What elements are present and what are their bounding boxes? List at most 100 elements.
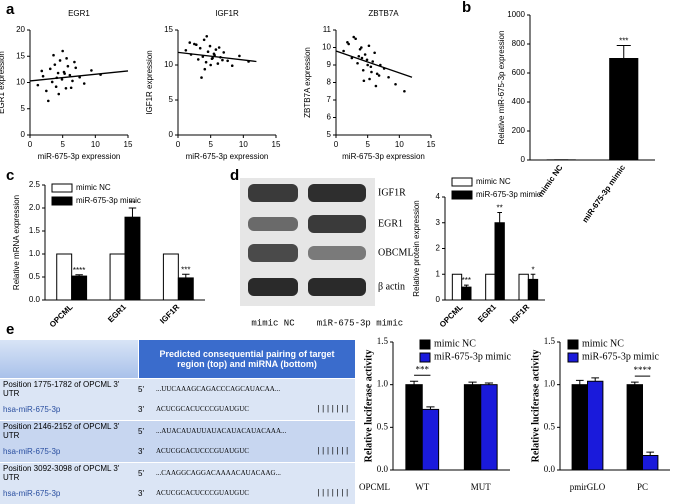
point xyxy=(208,44,212,48)
y-tick-label: 2.0 xyxy=(29,203,41,212)
y-tick-label: 7 xyxy=(327,95,332,104)
point xyxy=(41,74,45,78)
sequence: ACUCGCACUCCCGUAUGUC xyxy=(156,489,249,497)
point xyxy=(367,44,371,48)
error-bar xyxy=(646,451,655,456)
y-axis-label: EGR1 expression xyxy=(0,51,6,114)
legend-swatch xyxy=(419,352,431,363)
x-tick-label: 10 xyxy=(395,140,404,149)
y-tick-label: 1000 xyxy=(507,10,525,19)
point xyxy=(53,63,57,66)
point xyxy=(362,79,366,83)
pairing: ||||||| xyxy=(316,488,350,498)
x-tick-label: 5 xyxy=(365,140,370,149)
point xyxy=(366,63,369,67)
point xyxy=(403,89,406,93)
band xyxy=(248,278,298,296)
point xyxy=(74,66,78,70)
point xyxy=(374,84,378,88)
x-tick-label: PC xyxy=(637,482,648,492)
error-bar xyxy=(409,380,419,385)
x-tick-label: 5 xyxy=(208,140,213,149)
point xyxy=(368,77,371,81)
annotation: ** xyxy=(129,199,135,208)
legend-label: miR-675-3p mimic xyxy=(434,351,512,362)
legend-label: miR-675-3p mimic xyxy=(476,190,541,199)
bar xyxy=(494,222,505,301)
x-tick-label: OPCML xyxy=(48,302,75,329)
y-axis-label: Relative miR-675-3p expression xyxy=(497,31,506,145)
point xyxy=(188,41,192,44)
x-tick-label: miR-675-3p mimic xyxy=(580,163,627,225)
point xyxy=(238,54,241,58)
y-axis-label: Relative luciferase activity xyxy=(530,350,541,463)
legend-swatch xyxy=(451,177,473,187)
sequence: ACUCGCACUCCCGUAUGUC xyxy=(156,447,249,455)
point xyxy=(211,56,214,60)
point xyxy=(61,49,64,53)
y-tick-label: 5 xyxy=(169,95,174,104)
y-tick-label: 8 xyxy=(327,78,332,87)
point xyxy=(56,71,60,75)
table-body: Position 1775-1782 of OPCML 3' UTR 5' ...U… xyxy=(0,378,355,504)
x-tick-label: 0 xyxy=(28,140,33,149)
legend-swatch xyxy=(567,339,579,350)
end: 3' xyxy=(138,446,144,456)
point xyxy=(64,86,68,90)
point xyxy=(371,60,375,63)
y-tick-label: 600 xyxy=(512,68,526,77)
point xyxy=(73,60,76,64)
annotation: ** xyxy=(497,204,503,213)
legend-label: mimic NC xyxy=(476,177,511,186)
legend-label: miR-675-3p mimic xyxy=(582,351,660,362)
chart-title: IGF1R xyxy=(215,9,239,18)
x-tick-label: 0 xyxy=(176,140,181,149)
band xyxy=(248,184,298,202)
point xyxy=(196,58,200,61)
x-tick-label: pmirGLO xyxy=(570,482,606,492)
x-axis-label: miR-675-3p expression xyxy=(186,152,269,161)
point xyxy=(387,75,390,79)
legend-swatch xyxy=(451,190,473,200)
legend-swatch xyxy=(51,183,73,193)
error-bar xyxy=(182,273,190,278)
y-tick-label: 1.5 xyxy=(377,336,389,346)
point xyxy=(373,51,376,55)
y-tick-label: 200 xyxy=(512,126,526,135)
point xyxy=(200,76,203,79)
x-tick-label: OPCML xyxy=(438,302,465,329)
trend-line xyxy=(177,51,257,63)
point xyxy=(357,54,361,58)
error-bar xyxy=(128,207,137,218)
error-bar xyxy=(484,382,494,385)
band-label: IGF1R xyxy=(378,187,406,198)
point xyxy=(184,49,188,52)
y-tick-label: 5 xyxy=(327,130,332,139)
point xyxy=(52,53,55,57)
y-tick-label: 1.0 xyxy=(377,379,389,389)
point xyxy=(363,53,367,56)
band-label: OBCML xyxy=(378,247,414,258)
point xyxy=(213,53,216,57)
error-bar xyxy=(530,273,536,280)
panel-label: c xyxy=(6,167,14,184)
x-axis-label: miR-675-3p expression xyxy=(342,152,425,161)
point xyxy=(63,72,66,75)
point xyxy=(217,46,221,49)
point xyxy=(230,64,234,67)
y-tick-label: 10 xyxy=(16,78,25,87)
band-label: β actin xyxy=(378,281,405,292)
y-tick-label: 400 xyxy=(512,97,526,106)
point xyxy=(360,56,364,60)
y-tick-label: 3 xyxy=(436,218,441,227)
legend-swatch xyxy=(567,352,579,363)
trend-line xyxy=(29,70,129,82)
point xyxy=(377,74,381,77)
point xyxy=(45,89,48,93)
point xyxy=(342,49,345,53)
x-tick-label: 15 xyxy=(124,140,133,149)
mirna: hsa-miR-675-3p xyxy=(3,488,61,498)
western-blot: IGF1R EGR1 OBCML β actin mimic NC miR-67… xyxy=(240,178,414,328)
band xyxy=(308,184,366,202)
y-tick-label: 4 xyxy=(436,192,441,201)
